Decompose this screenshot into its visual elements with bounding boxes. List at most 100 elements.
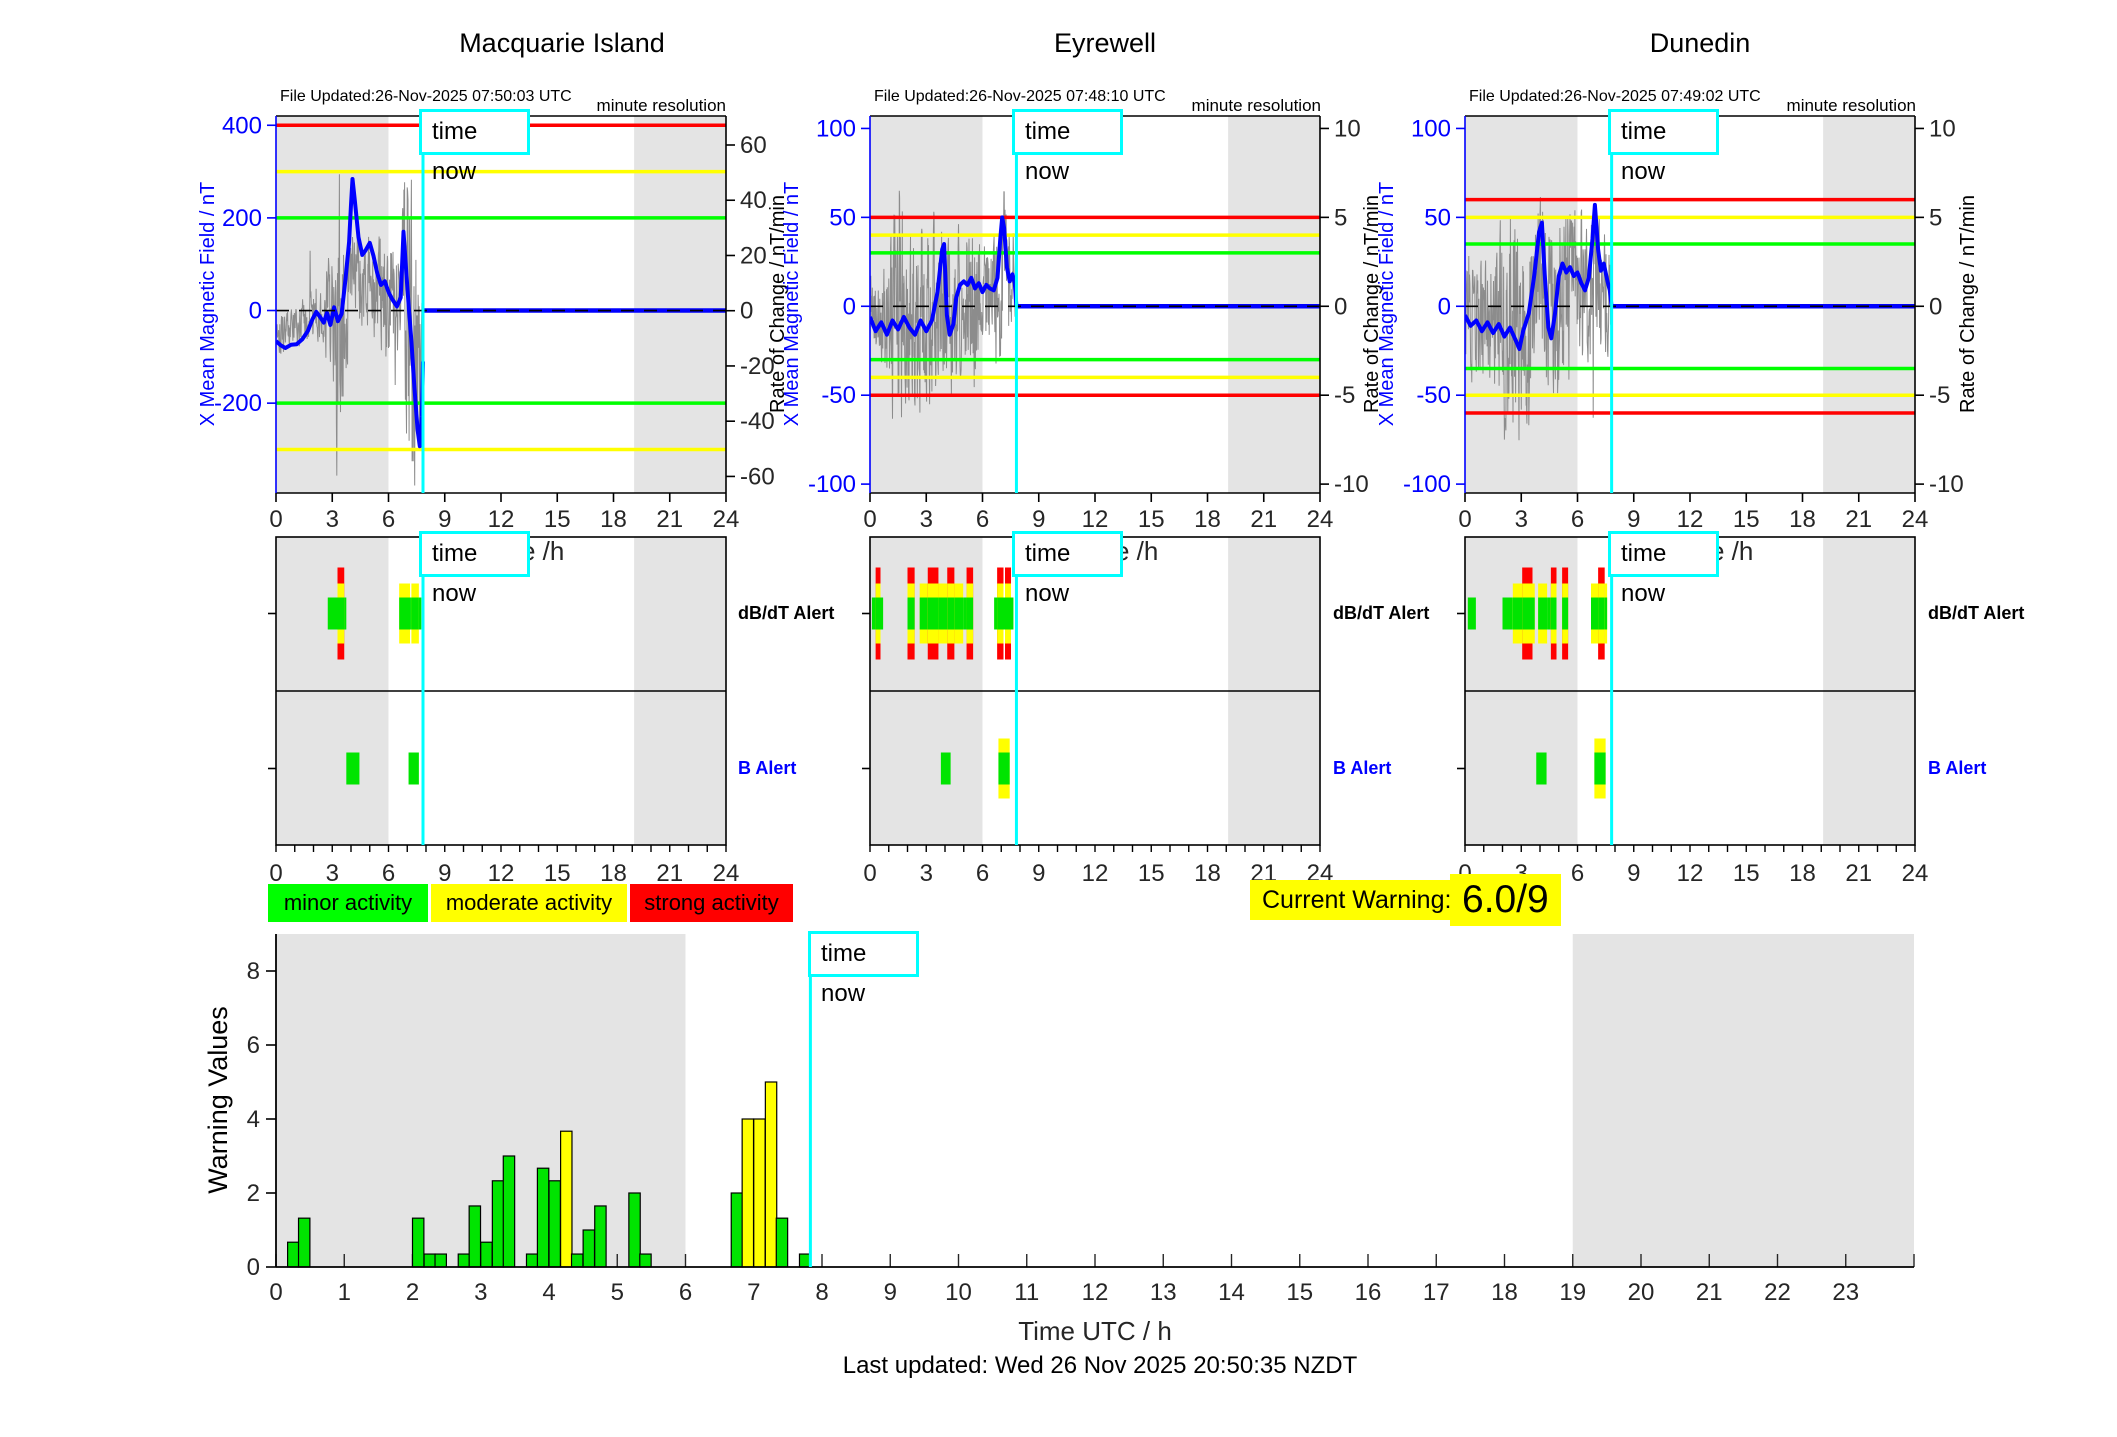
svg-text:9: 9 xyxy=(1032,506,1045,533)
alert-segment xyxy=(1011,597,1014,630)
alert-segment xyxy=(954,597,964,630)
svg-text:12: 12 xyxy=(1082,860,1109,887)
svg-text:4: 4 xyxy=(247,1106,260,1133)
warning-bar xyxy=(582,1229,596,1268)
alert-segment xyxy=(1550,597,1557,630)
time-now-box-top-eyrewell: time now xyxy=(1012,109,1123,185)
warning-bar xyxy=(775,1217,789,1268)
svg-text:200: 200 xyxy=(222,205,262,232)
alert-segment xyxy=(1562,597,1569,630)
alert-segment xyxy=(1522,597,1533,630)
svg-text:9: 9 xyxy=(884,1279,897,1306)
svg-text:18: 18 xyxy=(600,506,627,533)
svg-text:0: 0 xyxy=(247,1254,260,1281)
alert-segment xyxy=(871,597,876,630)
alert-segment xyxy=(399,597,411,630)
alert-segment xyxy=(1598,597,1605,630)
warning-bar xyxy=(570,1253,584,1268)
svg-text:-20: -20 xyxy=(740,353,775,380)
svg-text:18: 18 xyxy=(1789,506,1816,533)
station-title-eyrewell: Eyrewell xyxy=(1053,28,1157,58)
alert-segment xyxy=(938,597,948,630)
warning-bar xyxy=(594,1205,607,1268)
alert-chart-eyrewell: 0 3 6 9 12 15 18 21 24 xyxy=(862,531,1333,887)
svg-text:5: 5 xyxy=(1334,204,1347,231)
mean-field-line xyxy=(276,177,425,449)
svg-text:3: 3 xyxy=(474,1279,487,1306)
alert-segment xyxy=(418,597,422,630)
svg-text:3: 3 xyxy=(920,506,933,533)
mean-field-line xyxy=(1465,202,1614,351)
warning-bar xyxy=(480,1241,493,1268)
warning-bar xyxy=(423,1253,437,1268)
svg-text:15: 15 xyxy=(1138,860,1165,887)
svg-text:19: 19 xyxy=(1559,1279,1586,1306)
svg-text:-60: -60 xyxy=(740,463,775,490)
svg-text:9: 9 xyxy=(438,860,451,887)
svg-text:-40: -40 xyxy=(740,408,775,435)
alert-segment xyxy=(346,752,360,785)
warning-bar xyxy=(536,1167,550,1268)
svg-text:10: 10 xyxy=(945,1279,972,1306)
ylabel-warning-values: Warning Values xyxy=(203,1006,233,1194)
svg-text:21: 21 xyxy=(1250,506,1277,533)
svg-text:22: 22 xyxy=(1764,1279,1791,1306)
svg-text:10: 10 xyxy=(1929,115,1956,142)
time-now-box-alert-macquarie: time now xyxy=(419,531,530,607)
ylabel-left-eyrewell: X Mean Magnetic Field / nT xyxy=(781,181,803,427)
svg-text:0: 0 xyxy=(843,293,856,320)
svg-text:21: 21 xyxy=(1845,860,1872,887)
svg-text:20: 20 xyxy=(740,242,767,269)
warning-bar xyxy=(628,1192,641,1268)
warning-bar xyxy=(434,1253,447,1268)
alert-segment xyxy=(994,597,998,630)
svg-text:24: 24 xyxy=(1307,506,1334,533)
svg-text:18: 18 xyxy=(600,860,627,887)
svg-text:3: 3 xyxy=(920,860,933,887)
svg-text:6: 6 xyxy=(976,860,989,887)
alert-segment xyxy=(1604,597,1608,630)
alert-label-b-eyrewell: B Alert xyxy=(1333,758,1392,778)
alert-label-dbdt-eyrewell: dB/dT Alert xyxy=(1333,603,1430,623)
svg-text:0: 0 xyxy=(1458,506,1471,533)
svg-text:15: 15 xyxy=(1138,506,1165,533)
time-now-box-alert-eyrewell: time now xyxy=(1012,531,1123,607)
warning-bar xyxy=(297,1217,311,1268)
alert-label-dbdt-macquarie: dB/dT Alert xyxy=(738,603,835,623)
resolution-label-macquarie: minute resolution xyxy=(596,96,726,115)
svg-text:-100: -100 xyxy=(1403,471,1451,498)
svg-text:11: 11 xyxy=(1014,1279,1039,1306)
svg-text:5: 5 xyxy=(1929,204,1942,231)
warning-bar xyxy=(468,1205,482,1268)
alert-segment xyxy=(337,597,345,630)
svg-text:-5: -5 xyxy=(1334,382,1355,409)
svg-text:3: 3 xyxy=(326,506,339,533)
svg-text:5: 5 xyxy=(611,1279,624,1306)
svg-text:12: 12 xyxy=(1677,506,1704,533)
svg-text:21: 21 xyxy=(656,506,683,533)
current-warning-label: Current Warning: xyxy=(1250,880,1464,920)
svg-text:0: 0 xyxy=(863,860,876,887)
alert-segment xyxy=(880,597,884,630)
svg-text:50: 50 xyxy=(829,204,856,231)
alert-segment xyxy=(411,597,419,630)
svg-text:15: 15 xyxy=(1286,1279,1313,1306)
svg-text:0: 0 xyxy=(740,298,753,325)
alert-segment xyxy=(1467,597,1476,630)
warning-bar xyxy=(502,1155,516,1268)
svg-text:21: 21 xyxy=(656,860,683,887)
alert-segment xyxy=(907,597,915,630)
svg-text:-5: -5 xyxy=(1929,382,1950,409)
svg-text:18: 18 xyxy=(1194,860,1221,887)
svg-text:3: 3 xyxy=(1515,506,1528,533)
file-updated-macquarie: File Updated:26-Nov-2025 07:50:03 UTC xyxy=(280,88,572,105)
time-now-box-top-macquarie: time now xyxy=(419,109,530,185)
last-updated-text: Last updated: Wed 26 Nov 2025 20:50:35 N… xyxy=(842,1352,1358,1379)
svg-text:6: 6 xyxy=(247,1032,260,1059)
svg-text:2: 2 xyxy=(406,1279,419,1306)
station-title-dunedin: Dunedin xyxy=(1649,28,1751,58)
svg-text:50: 50 xyxy=(1424,204,1451,231)
